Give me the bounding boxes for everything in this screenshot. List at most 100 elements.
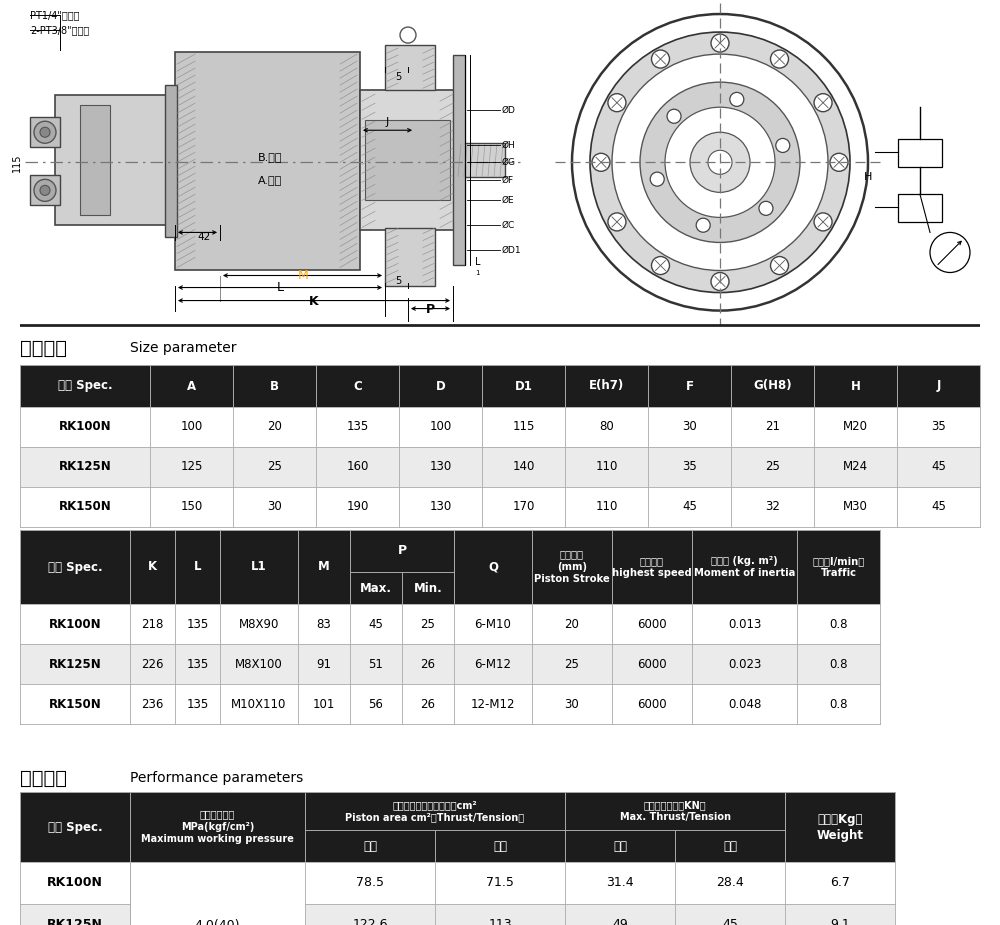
Bar [385, 228, 435, 286]
Text: 135: 135 [186, 658, 209, 671]
Circle shape [930, 232, 970, 273]
Text: K: K [148, 561, 157, 574]
Text: H: H [864, 172, 872, 182]
Text: 51: 51 [369, 658, 383, 671]
Text: ØC: ØC [502, 221, 515, 230]
Circle shape [690, 132, 750, 192]
Text: D: D [436, 379, 445, 392]
Text: 最高转速
highest speed: 最高转速 highest speed [612, 556, 692, 578]
Text: H: H [851, 379, 860, 392]
Text: ØD: ØD [502, 105, 516, 115]
Bar [175, 52, 360, 270]
Text: Min.: Min. [414, 582, 442, 595]
Text: RK100N: RK100N [59, 421, 111, 434]
Text: 2-PT3/8"给油孔: 2-PT3/8"给油孔 [30, 25, 89, 35]
Text: 最高使用压力
MPa(kgf/cm²)
Maximum working pressure: 最高使用压力 MPa(kgf/cm²) Maximum working pres… [141, 809, 294, 845]
Text: 6000: 6000 [637, 658, 667, 671]
Text: M: M [298, 268, 308, 281]
Circle shape [608, 213, 626, 231]
Text: A: A [187, 379, 196, 392]
Circle shape [770, 256, 788, 275]
Text: J: J [936, 379, 941, 392]
Circle shape [711, 273, 729, 290]
Text: 0.8: 0.8 [829, 697, 848, 710]
Text: 25: 25 [421, 618, 435, 631]
Text: 尺寸参数: 尺寸参数 [20, 339, 67, 357]
Text: 1: 1 [475, 269, 480, 276]
Bar [898, 140, 942, 167]
Text: RK125N: RK125N [47, 919, 103, 925]
Text: M: M [318, 561, 330, 574]
Text: 6-M10: 6-M10 [475, 618, 511, 631]
Text: 78.5: 78.5 [356, 877, 384, 890]
Text: 拉力: 拉力 [493, 840, 507, 853]
Text: M8X90: M8X90 [239, 618, 279, 631]
Text: 31.4: 31.4 [606, 877, 634, 890]
Text: ØE: ØE [502, 196, 515, 204]
Text: L1: L1 [251, 561, 267, 574]
Text: F: F [686, 379, 694, 392]
Text: 28.4: 28.4 [716, 877, 744, 890]
Text: 6.7: 6.7 [830, 877, 850, 890]
Text: 45: 45 [931, 500, 946, 513]
Text: 115: 115 [12, 153, 22, 171]
Text: 流量（l/min）
Traffic: 流量（l/min） Traffic [812, 556, 865, 578]
Text: 0.048: 0.048 [728, 697, 761, 710]
Text: 活塞面积（推力／拉力）cm²
Piston area cm²（Thrust/Tension）: 活塞面积（推力／拉力）cm² Piston area cm²（Thrust/Te… [345, 800, 525, 822]
Text: 190: 190 [346, 500, 369, 513]
Text: 226: 226 [141, 658, 164, 671]
Text: 5: 5 [395, 276, 401, 286]
Text: Max.: Max. [360, 582, 392, 595]
Circle shape [770, 50, 788, 68]
Text: 160: 160 [346, 461, 369, 474]
Bar [55, 95, 175, 226]
Bar [165, 85, 177, 238]
Circle shape [711, 34, 729, 52]
Text: 130: 130 [429, 500, 452, 513]
Text: 122.6: 122.6 [352, 919, 388, 925]
Text: 113: 113 [488, 919, 512, 925]
Circle shape [708, 150, 732, 174]
Text: Performance parameters: Performance parameters [130, 771, 304, 785]
Text: 135: 135 [186, 697, 209, 710]
Text: 20: 20 [565, 618, 579, 631]
Text: D1: D1 [515, 379, 532, 392]
Bar [360, 90, 455, 230]
Circle shape [776, 139, 790, 153]
Text: 115: 115 [512, 421, 535, 434]
Text: 规格 Spec.: 规格 Spec. [58, 379, 112, 392]
Text: RK150N: RK150N [59, 500, 111, 513]
Text: 80: 80 [599, 421, 614, 434]
Bar [385, 45, 435, 90]
Text: P: P [425, 302, 435, 315]
Text: L: L [276, 280, 284, 293]
Bar [898, 194, 942, 222]
Circle shape [759, 202, 773, 216]
Text: 推力: 推力 [363, 840, 377, 853]
Text: 71.5: 71.5 [486, 877, 514, 890]
Text: 最大推／拉力（KN）
Max. Thrust/Tension: 最大推／拉力（KN） Max. Thrust/Tension [620, 800, 730, 822]
Text: 6000: 6000 [637, 697, 667, 710]
Text: 35: 35 [931, 421, 946, 434]
Circle shape [572, 14, 868, 311]
Circle shape [667, 109, 681, 123]
Text: 30: 30 [267, 500, 282, 513]
Text: 140: 140 [512, 461, 535, 474]
Text: RK125N: RK125N [49, 658, 101, 671]
Text: 25: 25 [267, 461, 282, 474]
Text: 30: 30 [682, 421, 697, 434]
Text: 6-M12: 6-M12 [474, 658, 511, 671]
Circle shape [814, 93, 832, 112]
Text: 130: 130 [429, 461, 452, 474]
Text: ØH: ØH [502, 141, 516, 150]
Bar [455, 143, 505, 178]
Circle shape [730, 92, 744, 106]
Text: RK150N: RK150N [49, 697, 101, 710]
Text: 170: 170 [512, 500, 535, 513]
Text: Size parameter: Size parameter [130, 341, 237, 355]
Bar [30, 117, 60, 147]
Circle shape [34, 121, 56, 143]
Text: 101: 101 [313, 697, 335, 710]
Circle shape [696, 218, 710, 232]
Circle shape [650, 172, 664, 186]
